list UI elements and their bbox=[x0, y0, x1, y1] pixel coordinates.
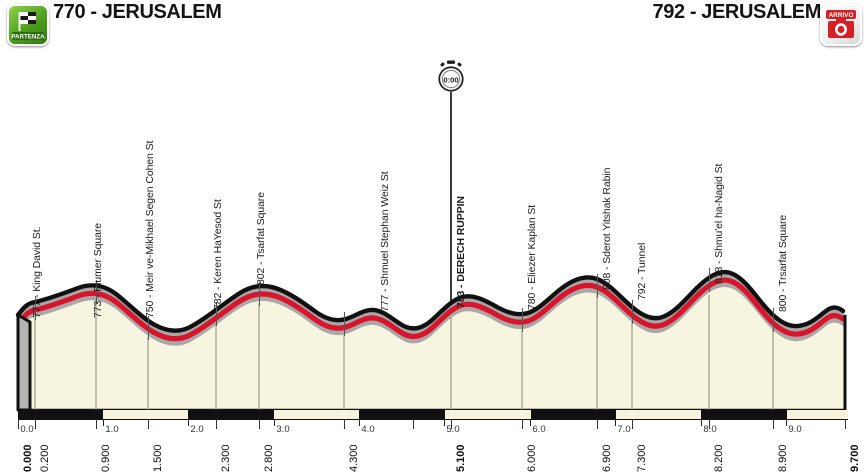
point-tick bbox=[773, 308, 774, 332]
distance-tick bbox=[413, 419, 414, 429]
point-tick bbox=[216, 302, 217, 326]
point-label-sderot-yitshak-rabin: 808 - Sderot Yitshak Rabin bbox=[601, 167, 613, 290]
km-tick-label: 9.0 bbox=[788, 424, 802, 435]
point-tick bbox=[597, 274, 598, 298]
scale-segment bbox=[445, 410, 531, 419]
finish-badge-text: ARRIVO bbox=[829, 12, 854, 19]
distance-label-2-800: 2.800 bbox=[263, 444, 275, 472]
distance-tick bbox=[632, 419, 633, 429]
km-tick-label: 1.0 bbox=[105, 424, 119, 435]
distance-label-5-100: 5.100 bbox=[455, 444, 467, 472]
km-tick bbox=[444, 419, 445, 426]
distance-tick bbox=[344, 419, 345, 429]
start-badge: PARTENZA bbox=[7, 4, 49, 46]
distance-label-6-000: 6.000 bbox=[526, 444, 538, 472]
km-tick-label: 5.0 bbox=[446, 424, 460, 435]
distance-label-4-300: 4.300 bbox=[348, 444, 360, 472]
point-tick bbox=[522, 308, 523, 332]
km-tick bbox=[188, 419, 189, 426]
point-label-keren-hayesod-st: 782 - Keren HaYesod St bbox=[212, 199, 224, 310]
distance-tick bbox=[18, 419, 19, 429]
km-tick bbox=[530, 419, 531, 426]
point-tick bbox=[35, 296, 36, 320]
profile-left-cap bbox=[16, 313, 32, 412]
point-label-meir-ve-mikhael-segen-cohen-st: 750 - Meir ve-Mikhael Segen Cohen St bbox=[144, 140, 156, 318]
start-location-title: 770 - JERUSALEM bbox=[53, 1, 222, 23]
distance-tick bbox=[522, 419, 523, 429]
stopwatch-icon: 0:00 bbox=[435, 60, 467, 94]
point-label-king-david-st: 777 - King David St. bbox=[31, 226, 43, 318]
distance-label-9-700: 9.700 bbox=[849, 444, 861, 472]
point-tick bbox=[709, 268, 710, 292]
point-label-trsarfat-square: 800 - Trsarfat Square bbox=[777, 214, 789, 312]
axis-baseline bbox=[18, 419, 848, 420]
distance-label-1-500: 1.500 bbox=[152, 444, 164, 472]
km-tick-label: 6.0 bbox=[532, 424, 546, 435]
distance-label-0-200: 0.200 bbox=[39, 444, 51, 472]
stopwatch-time: 0:00 bbox=[443, 75, 458, 84]
distance-tick bbox=[148, 419, 149, 429]
distance-tick bbox=[96, 419, 97, 429]
finish-badge: ARRIVO bbox=[820, 4, 862, 46]
km-tick bbox=[701, 419, 702, 426]
scale-segment bbox=[274, 410, 359, 419]
distance-tick bbox=[216, 419, 217, 429]
intermediate-sprint-leader-line bbox=[450, 92, 452, 325]
distance-label-8-900: 8.900 bbox=[777, 444, 789, 472]
distance-label-0-900: 0.900 bbox=[100, 444, 112, 472]
distance-tick bbox=[259, 419, 260, 429]
finish-location-title: 792 - JERUSALEM bbox=[652, 1, 822, 23]
point-tick bbox=[344, 312, 345, 336]
km-tick-label: 2.0 bbox=[190, 424, 204, 435]
distance-tick bbox=[451, 419, 452, 429]
point-tick bbox=[96, 280, 97, 304]
start-badge-text: PARTENZA bbox=[11, 33, 45, 40]
point-label-tunnel: 792 - Tunnel bbox=[636, 242, 648, 300]
km-tick bbox=[103, 419, 104, 426]
finish-camera-icon bbox=[828, 18, 854, 38]
km-tick-label: 4.0 bbox=[361, 424, 375, 435]
point-label-eliezer-kaplan-st: 780 - Eliezer Kaplan St bbox=[526, 204, 538, 310]
checkered-flag-icon bbox=[18, 12, 36, 31]
km-tick-label: 3.0 bbox=[276, 424, 290, 435]
point-tick bbox=[148, 316, 149, 340]
distance-label-6-900: 6.900 bbox=[601, 444, 613, 472]
km-scale-bar bbox=[18, 410, 848, 419]
scale-segment bbox=[616, 410, 701, 419]
point-label-tsarfat-square: 802 - Tsarfat Square bbox=[255, 192, 267, 285]
distance-tick bbox=[597, 419, 598, 429]
point-label-plumer-square: 773 - Plumer Square bbox=[92, 223, 104, 318]
point-label-shmuel-stephan-weiz-st: 777 - Shmuel Stephan Weiz St bbox=[379, 171, 391, 312]
distance-tick bbox=[845, 419, 846, 429]
distance-tick bbox=[709, 419, 710, 429]
km-tick-label: 8.0 bbox=[703, 424, 717, 435]
distance-label-0-000: 0.000 bbox=[22, 444, 34, 472]
km-tick bbox=[359, 419, 360, 426]
point-label-shmuel-ha-nagid-st: 818 - Shmu'el ha-Nagid St bbox=[713, 163, 725, 284]
km-tick bbox=[615, 419, 616, 426]
point-tick bbox=[632, 300, 633, 324]
km-tick bbox=[274, 419, 275, 426]
distance-label-7-300: 7.300 bbox=[636, 444, 648, 472]
distance-tick bbox=[35, 419, 36, 429]
scale-segment bbox=[787, 410, 848, 419]
profile-fill bbox=[18, 287, 845, 410]
point-tick bbox=[259, 282, 260, 306]
scale-segment bbox=[103, 410, 188, 419]
distance-label-2-300: 2.300 bbox=[220, 444, 232, 472]
distance-tick bbox=[773, 419, 774, 429]
km-tick-label: 0.0 bbox=[20, 424, 34, 435]
km-tick bbox=[786, 419, 787, 426]
point-label-derech-ruppin: 783 - DERECH RUPPIN bbox=[455, 196, 467, 308]
km-tick-label: 7.0 bbox=[617, 424, 631, 435]
distance-label-8-200: 8.200 bbox=[713, 444, 725, 472]
